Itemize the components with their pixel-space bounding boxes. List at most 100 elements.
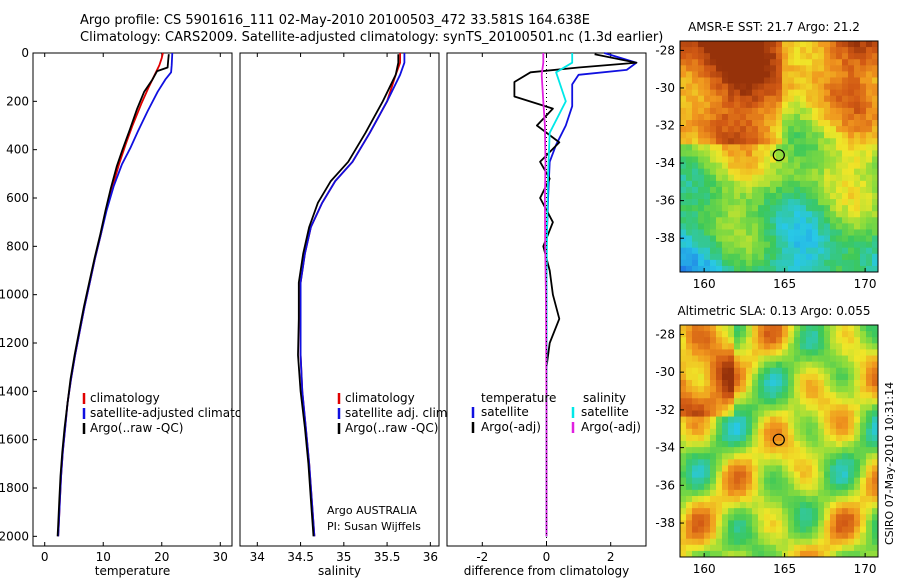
map-cell	[776, 65, 783, 72]
map-cell	[866, 59, 873, 66]
map-cell	[746, 241, 753, 249]
map-cell	[758, 367, 765, 375]
map-cell	[836, 526, 843, 533]
map-cell	[848, 174, 855, 182]
map-cell	[830, 502, 837, 509]
map-cell	[692, 144, 699, 151]
map-cell	[860, 325, 867, 332]
map-cell	[842, 235, 849, 243]
map-cell	[776, 229, 783, 236]
difference-legend: temperaturesatelliteArgo(-adj)salinitysa…	[471, 391, 641, 434]
map-cell	[728, 77, 735, 84]
map-cell	[692, 428, 699, 436]
map-cell	[782, 422, 789, 430]
map-cell	[866, 422, 873, 430]
map-cell	[680, 538, 687, 546]
map-cell	[758, 373, 765, 381]
map-cell	[860, 241, 867, 249]
map-cell	[764, 428, 771, 436]
map-cell	[848, 95, 855, 103]
map-cell	[764, 259, 771, 267]
map-cell	[776, 447, 783, 454]
map-cell	[758, 361, 765, 369]
map-cell	[818, 101, 825, 109]
map-cell	[764, 241, 771, 249]
salinity-panel: 34 34.5 35 35.5 36salinityclimatologysatelli…	[239, 52, 451, 578]
map-cell	[848, 416, 855, 424]
map-cell	[812, 211, 819, 218]
map-cell	[812, 526, 819, 533]
map-cell	[836, 373, 843, 381]
map-cell	[698, 379, 705, 387]
map-cell	[818, 471, 825, 479]
map-cell	[728, 71, 735, 78]
map-cell	[824, 483, 831, 491]
map-cell	[710, 83, 717, 91]
map-cell	[860, 192, 867, 200]
map-cell	[764, 502, 771, 509]
map-cell	[782, 229, 789, 236]
map-cell	[680, 392, 687, 399]
sla-map-ytick-label: -38	[655, 516, 675, 530]
map-cell	[848, 367, 855, 375]
map-cell	[704, 453, 711, 460]
map-cell	[800, 532, 807, 540]
map-cell	[704, 495, 711, 503]
map-cell	[686, 211, 693, 218]
map-cell	[692, 156, 699, 163]
map-cell	[842, 138, 849, 145]
salinity-xtick-label: 34	[250, 550, 265, 564]
map-cell	[842, 253, 849, 261]
map-cell	[818, 422, 825, 430]
map-cell	[812, 502, 819, 509]
map-cell	[728, 483, 735, 491]
map-cell	[794, 101, 801, 109]
map-cell	[686, 367, 693, 375]
map-cell	[758, 101, 765, 109]
map-cell	[824, 520, 831, 527]
map-cell	[872, 89, 879, 97]
map-cell	[680, 126, 687, 133]
map-cell	[818, 538, 825, 546]
map-cell	[710, 428, 717, 436]
map-cell	[758, 355, 765, 363]
map-cell	[698, 132, 705, 139]
map-cell	[782, 253, 789, 261]
map-cell	[740, 550, 747, 558]
map-cell	[818, 410, 825, 417]
map-cell	[728, 502, 735, 509]
map-cell	[842, 379, 849, 387]
map-cell	[740, 465, 747, 472]
map-cell	[680, 526, 687, 533]
map-cell	[812, 41, 819, 48]
map-cell	[686, 495, 693, 503]
map-cell	[824, 343, 831, 350]
map-cell	[824, 410, 831, 417]
map-cell	[710, 120, 717, 127]
map-cell	[728, 138, 735, 145]
sst-map-ytick-label: -30	[655, 81, 675, 95]
map-cell	[812, 107, 819, 115]
map-cell	[812, 156, 819, 163]
map-cell	[812, 337, 819, 344]
map-cell	[764, 95, 771, 103]
map-cell	[836, 71, 843, 78]
map-cell	[812, 113, 819, 121]
map-cell	[800, 150, 807, 157]
map-cell	[854, 199, 861, 206]
map-cell	[716, 156, 723, 163]
map-cell	[710, 489, 717, 497]
map-cell	[722, 386, 729, 393]
legend-label: satellite-adjusted climatology	[90, 406, 268, 420]
map-cell	[812, 120, 819, 127]
map-cell	[758, 65, 765, 72]
map-cell	[734, 550, 741, 558]
map-cell	[764, 526, 771, 533]
map-cell	[824, 138, 831, 145]
map-cell	[728, 410, 735, 417]
map-cell	[800, 550, 807, 558]
map-cell	[740, 373, 747, 381]
map-cell	[722, 150, 729, 157]
map-cell	[722, 126, 729, 133]
map-cell	[866, 404, 873, 411]
